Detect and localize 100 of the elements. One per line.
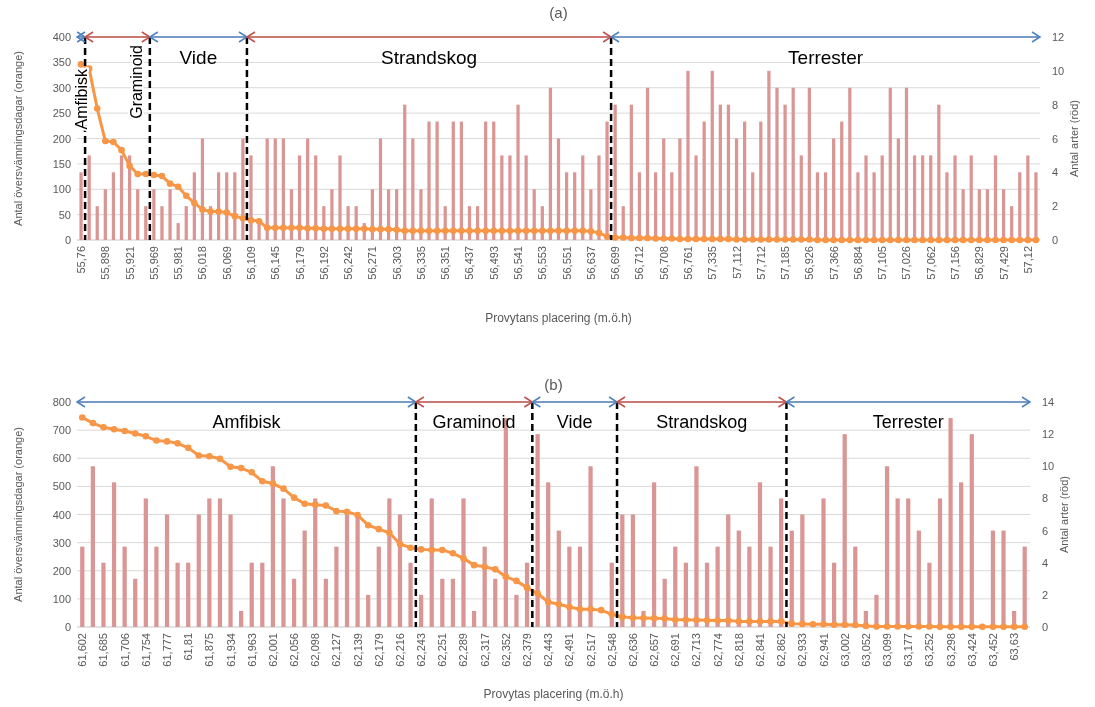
x-tick-label: 56,192 <box>317 246 330 280</box>
y2-tick-label: 12 <box>1042 428 1055 441</box>
y-tick-label: 300 <box>52 81 71 94</box>
x-tick-label: 57,026 <box>900 246 913 280</box>
x-tick-label: 56,829 <box>973 246 986 280</box>
y2-tick-label: 0 <box>1052 234 1059 246</box>
x-tick-label: 63,177 <box>902 633 915 667</box>
annotation: Amfibisk <box>212 412 282 432</box>
x-tick-label: 63,298 <box>944 633 957 667</box>
y2-tick-label: 10 <box>1052 64 1065 77</box>
x-tick-label: 63,424 <box>965 633 978 667</box>
bar <box>461 498 466 627</box>
x-tick-label: 57,712 <box>754 246 767 280</box>
x-tick-label: 62,636 <box>626 633 639 667</box>
x-tick-label: 56,242 <box>342 246 355 280</box>
x-tick-label: 56,271 <box>366 246 379 280</box>
annotation: Vide <box>556 412 593 432</box>
x-axis-title: Provytans placering (m.ö.h) <box>485 311 632 325</box>
x-tick-label: 63,099 <box>881 633 894 667</box>
y-tick-label: 100 <box>52 592 71 605</box>
bar <box>87 155 91 240</box>
bar <box>408 562 413 627</box>
annotation: Graminoid <box>432 412 516 432</box>
annotation: Strandskog <box>656 412 748 432</box>
bar <box>184 206 188 240</box>
y2-tick-label: 10 <box>1042 460 1055 473</box>
x-tick-label: 56,018 <box>196 246 209 280</box>
y-tick-label: 400 <box>52 31 71 43</box>
x-tick-label: 57,366 <box>827 246 840 280</box>
x-tick-label: 62,179 <box>372 633 385 667</box>
x-tick-label: 57,335 <box>706 246 719 280</box>
y2-axis-title: Antal arter (röd) <box>1068 99 1080 178</box>
x-tick-label: 61,602 <box>76 633 89 667</box>
bar <box>313 498 318 627</box>
bar <box>160 206 164 240</box>
bar <box>779 498 784 627</box>
bar <box>429 498 434 627</box>
bar <box>143 498 148 627</box>
x-tick-label: 62,841 <box>753 633 766 667</box>
bar <box>207 498 212 627</box>
x-tick-label: 56,926 <box>803 246 816 280</box>
bar <box>196 514 201 627</box>
x-tick-label: 56,179 <box>293 246 306 280</box>
x-tick-label: 62,098 <box>309 633 322 667</box>
x-tick-label: 61,81 <box>182 633 195 661</box>
y-tick-label: 700 <box>52 424 71 437</box>
bar <box>323 578 328 627</box>
x-tick-label: 56,699 <box>609 246 622 280</box>
bar <box>103 189 107 240</box>
annotation: Terrester <box>788 47 864 68</box>
bar <box>239 610 244 627</box>
bar <box>376 546 381 627</box>
x-tick-label: 63,252 <box>923 633 936 667</box>
x-tick-label: 56,637 <box>584 246 597 280</box>
x-tick-label: 62,774 <box>711 633 724 667</box>
x-tick-label: 62,216 <box>393 633 406 667</box>
bar <box>387 498 392 627</box>
y2-tick-label: 8 <box>1052 98 1059 111</box>
bar <box>90 466 95 627</box>
y2-tick-label: 4 <box>1042 556 1049 569</box>
bar <box>334 546 339 627</box>
annotation: Strandskog <box>380 47 478 68</box>
x-tick-label: 61,934 <box>224 633 237 667</box>
bar <box>122 546 127 627</box>
x-tick-label: 61,963 <box>245 633 258 667</box>
x-tick-label: 63,002 <box>838 633 851 667</box>
bar <box>508 155 512 240</box>
y-tick-label: 400 <box>52 508 71 521</box>
bar <box>144 206 148 240</box>
bar <box>111 482 117 627</box>
x-tick-label: 56,712 <box>633 246 646 280</box>
bar <box>152 189 156 240</box>
bar <box>514 594 519 627</box>
bar <box>419 594 424 627</box>
x-tick-label: 62,941 <box>817 633 830 667</box>
x-tick-label: 56,303 <box>390 246 403 280</box>
y-tick-label: 150 <box>52 157 71 170</box>
bar <box>450 578 456 627</box>
x-tick-label: 56,551 <box>560 246 573 280</box>
y2-tick-label: 0 <box>1042 621 1049 633</box>
x-tick-label: 62,001 <box>266 633 279 667</box>
bar <box>768 546 773 627</box>
annotation: Graminoid <box>127 45 145 119</box>
y-tick-label: 200 <box>52 132 71 145</box>
bar <box>80 546 85 627</box>
bar <box>249 562 254 627</box>
bar <box>291 578 297 627</box>
bar <box>95 206 99 240</box>
x-tick-label: 56,761 <box>681 246 694 280</box>
x-tick-label: 57,12 <box>1021 246 1034 274</box>
y2-axis-title: Antal arter (röd) <box>1058 475 1070 554</box>
x-tick-label: 55,76 <box>75 246 88 274</box>
bar <box>605 121 609 240</box>
y-tick-label: 0 <box>64 621 71 633</box>
x-tick-label: 61,754 <box>139 633 152 667</box>
x-tick-label: 56,437 <box>463 246 476 280</box>
bar <box>588 466 593 627</box>
x-tick-label: 62,818 <box>732 633 745 667</box>
y2-tick-label: 2 <box>1052 200 1059 213</box>
x-tick-label: 62,243 <box>415 633 428 667</box>
